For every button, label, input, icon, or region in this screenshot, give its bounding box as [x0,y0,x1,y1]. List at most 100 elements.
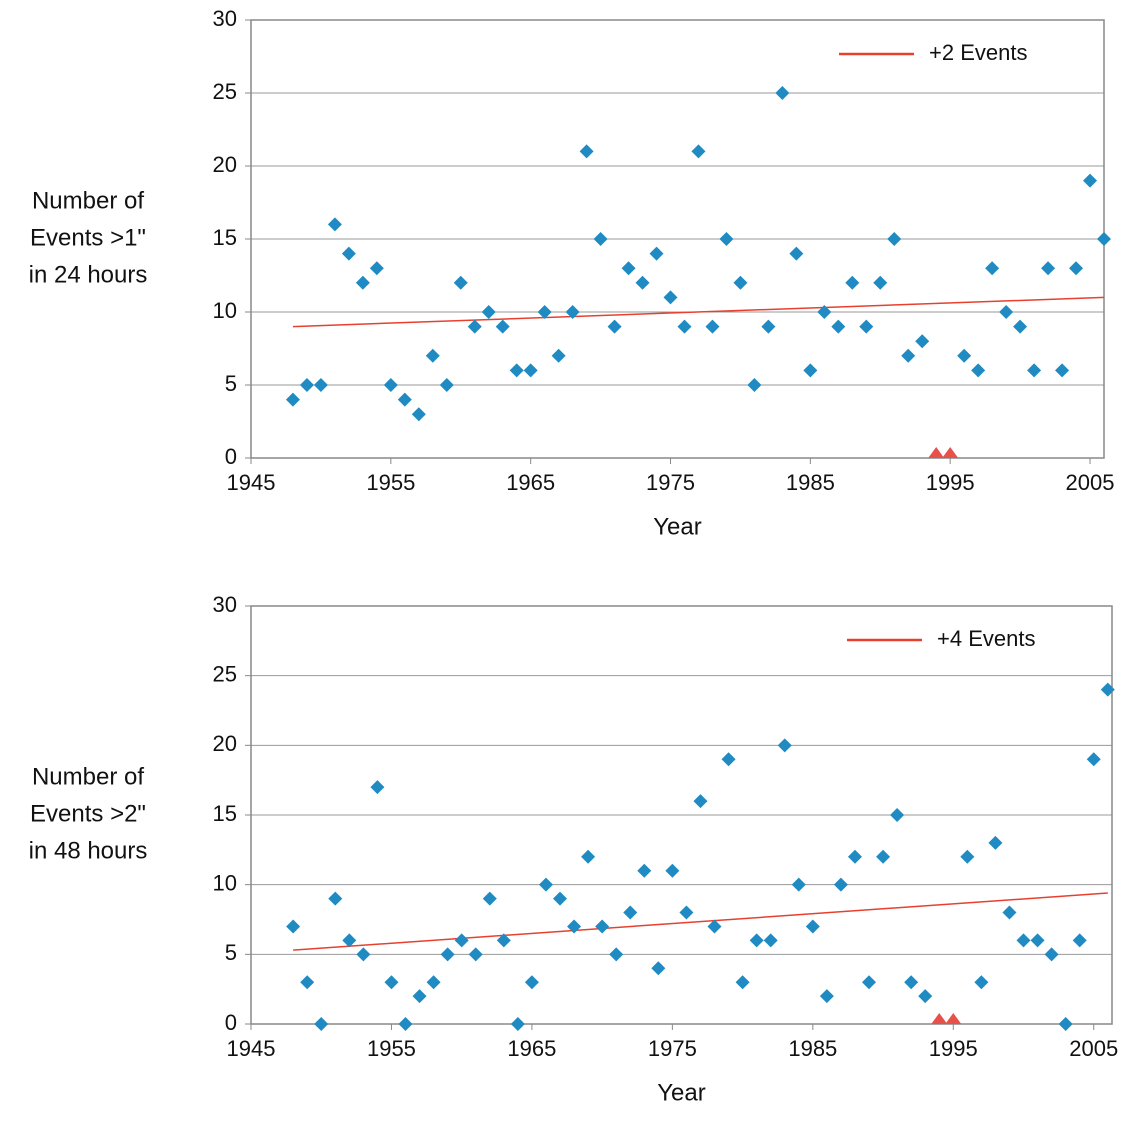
data-point [862,975,877,990]
data-point [468,947,483,962]
data-point [733,275,748,290]
data-point [985,261,1000,276]
y-axis-label: in 24 hours [29,261,148,288]
data-point [904,975,919,990]
data-point [426,975,441,990]
data-point [314,1017,329,1031]
x-tick-label: 1955 [366,470,415,495]
data-point [567,919,582,934]
data-point [397,392,412,407]
x-tick-label: 1945 [227,470,276,495]
x-tick-label: 1945 [227,1036,276,1061]
data-point [845,275,860,290]
trend-line [292,296,1105,328]
data-point [370,780,385,795]
y-tick-label: 30 [213,6,237,31]
data-point [763,933,778,948]
y-tick-label: 5 [225,371,237,396]
data-point [693,794,708,809]
x-tick-label: 2005 [1069,1036,1118,1061]
data-point [355,275,370,290]
data-point [537,305,552,319]
data-point [285,392,300,407]
data-point [831,319,846,334]
data-point [1100,682,1115,697]
data-point [593,232,608,246]
missing-marker [945,1013,962,1024]
y-tick-label: 10 [213,298,237,323]
data-point [721,752,736,767]
data-point [609,947,624,962]
y-tick-label: 5 [225,940,237,965]
data-point [819,989,834,1004]
data-point [1013,319,1028,334]
y-tick-label: 15 [213,225,237,250]
data-point [999,305,1014,319]
x-axis-label: Year [657,1079,706,1106]
x-tick-label: 1985 [788,1036,837,1061]
y-tick-label: 15 [213,801,237,826]
data-point [649,246,664,261]
data-point [509,363,524,378]
x-tick-label: 1985 [786,470,835,495]
data-point [313,378,328,392]
data-point [453,275,468,290]
x-axis-label: Year [653,513,702,540]
missing-marker [942,447,959,458]
y-tick-label: 25 [213,79,237,104]
y-tick-label: 30 [213,592,237,617]
data-point [803,363,818,378]
data-point [805,919,820,934]
data-point [327,217,342,232]
data-point [286,919,301,934]
data-point [523,363,538,378]
data-point [1027,363,1042,378]
data-point [369,261,384,276]
data-point [495,319,510,334]
x-tick-label: 1965 [507,1036,556,1061]
y-tick-label: 0 [225,1010,237,1035]
data-point [1041,261,1056,276]
data-point [651,961,666,976]
data-point [901,348,916,363]
data-point [467,319,482,334]
data-point [623,905,638,920]
data-point [356,947,371,962]
x-tick-label: 1955 [367,1036,416,1061]
y-axis-label: Events >2" [30,800,146,827]
data-point [496,933,511,948]
data-point [988,835,1003,850]
data-point [859,319,874,334]
y-tick-label: 20 [213,152,237,177]
data-point [481,305,496,319]
y-axis-label: Number of [32,187,144,214]
data-point [679,905,694,920]
data-point [328,891,343,906]
y-tick-label: 0 [225,444,237,469]
data-point [637,863,652,878]
data-point [957,348,972,363]
data-point [551,348,566,363]
data-point [691,144,706,159]
data-point [579,144,594,159]
data-point [1072,933,1087,948]
data-point [974,975,989,990]
data-point [581,849,596,864]
data-point [425,348,440,363]
x-tick-label: 1995 [929,1036,978,1061]
data-point [621,261,636,276]
legend-label: +2 Events [929,40,1027,65]
data-point [341,246,356,261]
data-point [918,989,933,1004]
data-point [677,319,692,334]
data-point [384,975,399,990]
data-point [719,232,734,246]
data-point [833,877,848,892]
data-point [412,989,427,1004]
data-point [971,363,986,378]
y-tick-label: 25 [213,661,237,686]
data-point [1030,933,1045,948]
data-point [524,975,539,990]
data-point [635,275,650,290]
data-point [411,407,426,422]
